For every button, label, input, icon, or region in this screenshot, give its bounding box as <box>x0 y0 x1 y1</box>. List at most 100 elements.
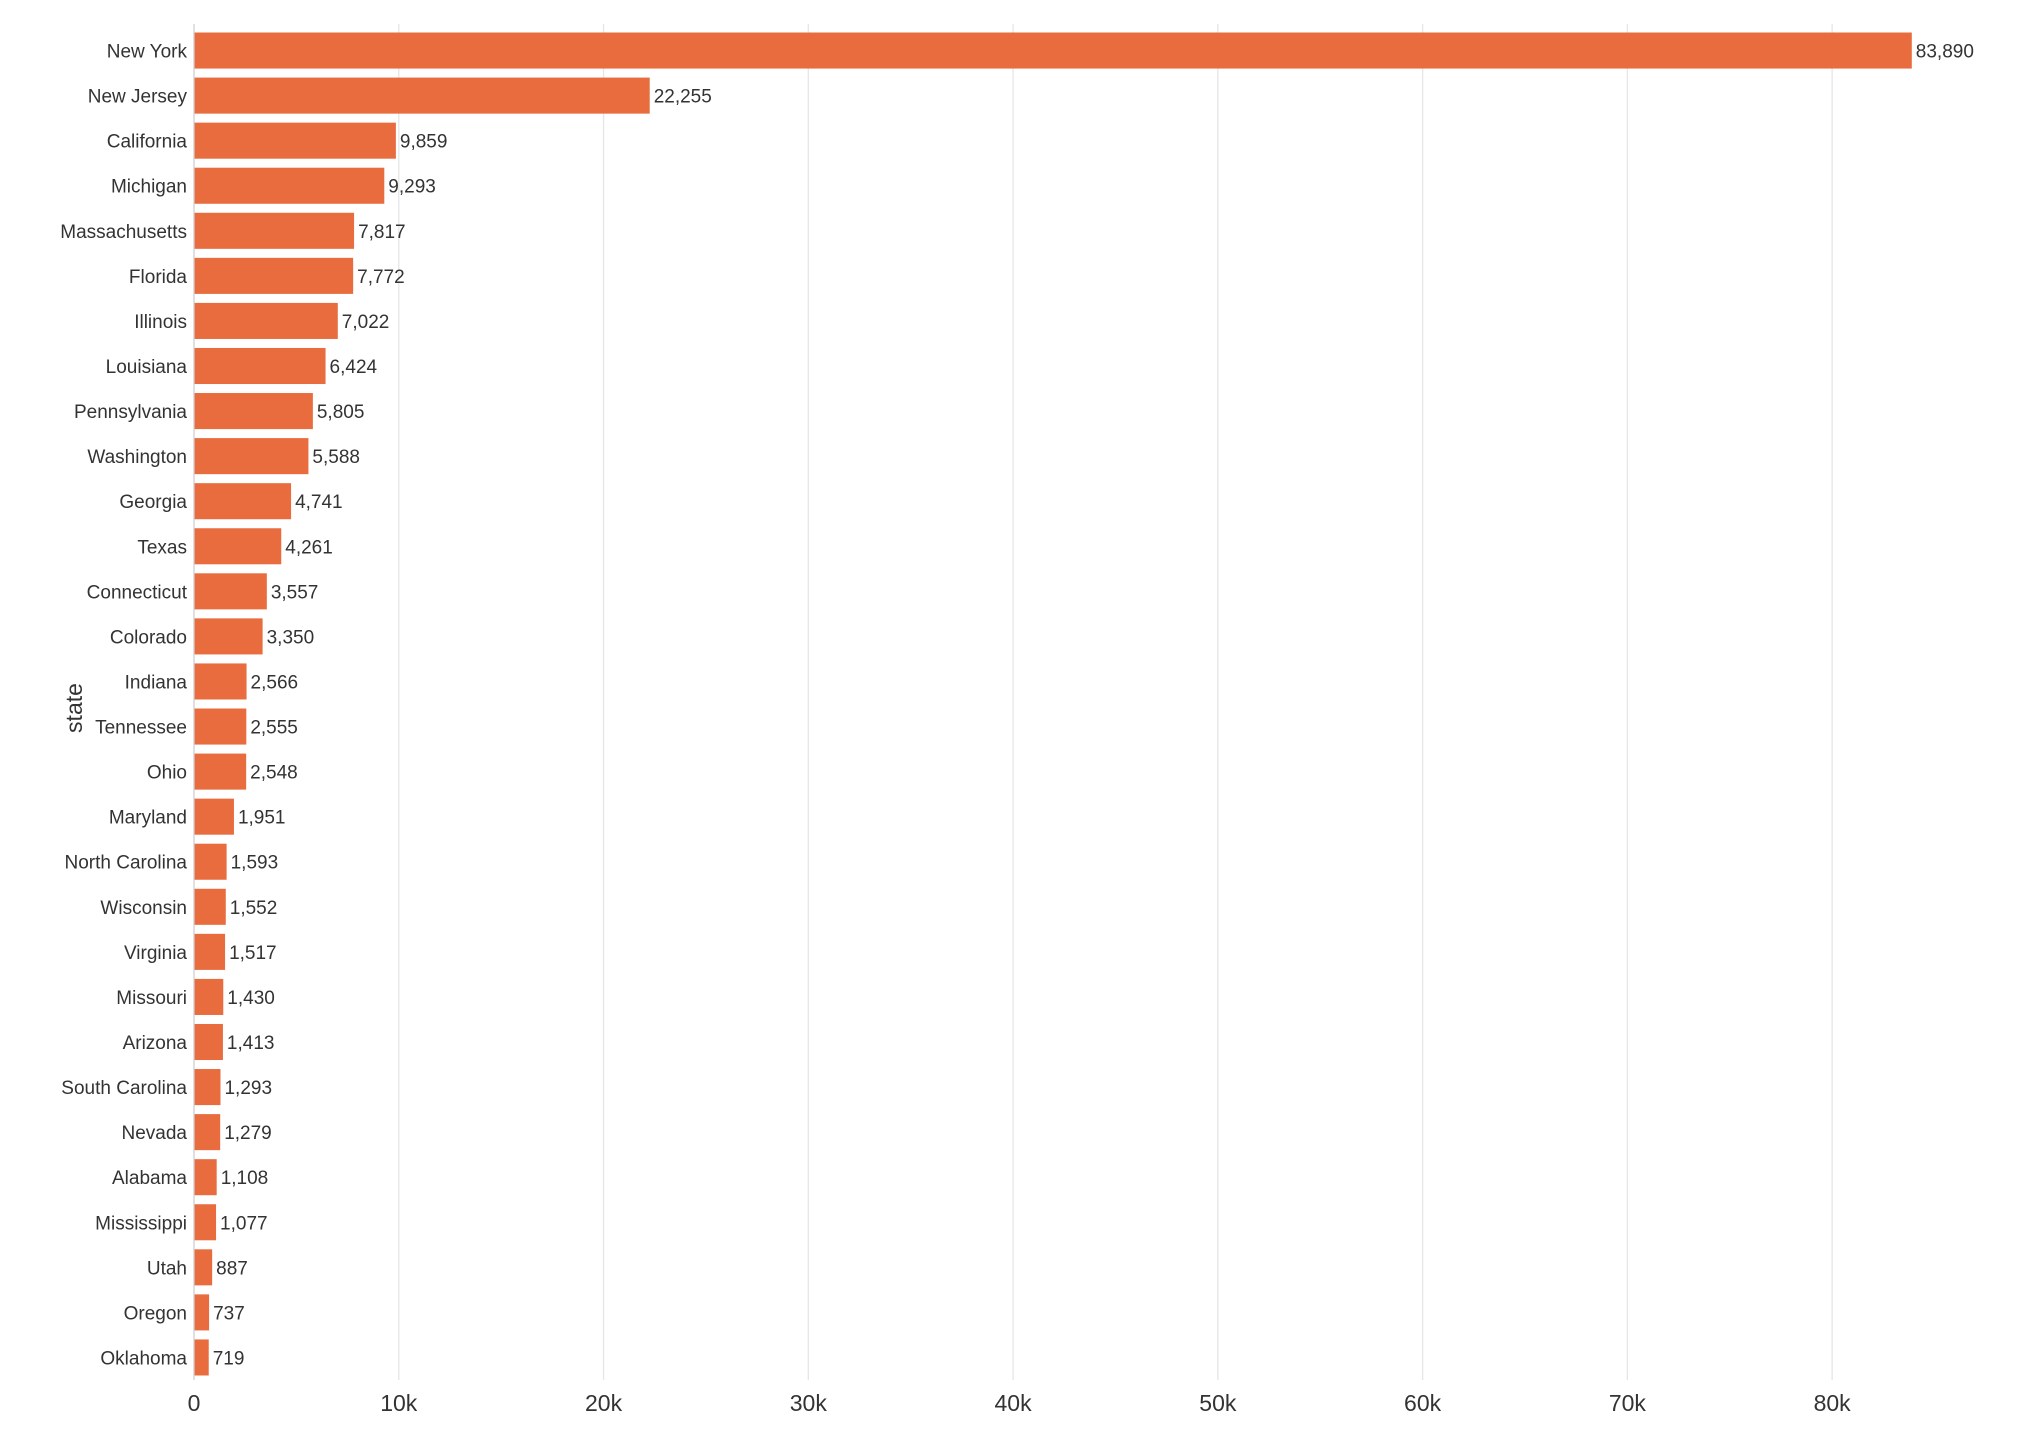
bar-new-york <box>194 32 1912 69</box>
value-label: 1,593 <box>231 853 279 874</box>
category-label: Nevada <box>122 1123 188 1144</box>
value-label: 1,552 <box>230 898 278 919</box>
category-label: Alabama <box>112 1168 187 1189</box>
bar-wisconsin <box>194 888 226 925</box>
value-label: 737 <box>213 1303 245 1324</box>
bar-maryland <box>194 798 234 835</box>
value-label: 4,261 <box>285 537 333 558</box>
value-label: 83,890 <box>1916 42 1974 63</box>
value-label: 1,951 <box>238 808 286 829</box>
bar-nevada <box>194 1114 221 1151</box>
value-label: 2,566 <box>251 672 299 693</box>
category-label: Louisiana <box>106 357 188 378</box>
x-tick-label: 70k <box>1609 1390 1647 1416</box>
value-label: 9,293 <box>388 177 436 198</box>
category-label: Connecticut <box>87 582 188 603</box>
value-label: 6,424 <box>330 357 378 378</box>
x-tick-label: 20k <box>585 1390 623 1416</box>
bar-virginia <box>194 933 226 970</box>
value-label: 22,255 <box>654 87 712 108</box>
category-label: Massachusetts <box>60 222 187 243</box>
category-label: Arizona <box>123 1033 188 1054</box>
value-label: 9,859 <box>400 132 448 153</box>
category-label: Pennsylvania <box>74 402 187 423</box>
bar-pennsylvania <box>194 393 313 430</box>
category-label: Mississippi <box>95 1213 187 1234</box>
bar-arizona <box>194 1023 223 1061</box>
bar-tennessee <box>194 708 247 745</box>
category-label: Virginia <box>124 943 187 964</box>
bar-connecticut <box>194 573 267 610</box>
bar-california <box>194 122 396 159</box>
value-label: 719 <box>213 1348 245 1369</box>
bar-mississippi <box>194 1204 217 1241</box>
bar-florida <box>194 257 354 294</box>
x-tick-label: 60k <box>1404 1390 1442 1416</box>
value-label: 1,108 <box>221 1168 269 1189</box>
category-label: Tennessee <box>95 718 187 739</box>
bar-washington <box>194 438 309 475</box>
value-label: 2,555 <box>250 718 298 739</box>
category-label: Michigan <box>111 177 187 198</box>
bar-oregon <box>194 1294 210 1331</box>
category-label: Oregon <box>124 1303 187 1324</box>
category-label: Georgia <box>119 492 187 513</box>
value-label: 1,430 <box>227 988 275 1009</box>
x-tick-label: 10k <box>380 1390 418 1416</box>
category-label: Oklahoma <box>100 1348 187 1369</box>
grid-lines <box>398 24 1833 1380</box>
bar-north-carolina <box>194 843 227 880</box>
category-label: Washington <box>87 447 187 468</box>
value-label: 4,741 <box>295 492 343 513</box>
bar-texas <box>194 528 282 565</box>
value-label: 3,557 <box>271 582 319 603</box>
y-axis-title: state <box>61 683 87 733</box>
category-label: Florida <box>129 267 188 288</box>
category-label: Texas <box>137 537 187 558</box>
bar-louisiana <box>194 347 326 385</box>
bars <box>194 32 1912 1376</box>
value-label: 7,772 <box>357 267 405 288</box>
bar-michigan <box>194 167 385 204</box>
category-label: California <box>107 132 188 153</box>
value-label: 7,817 <box>358 222 406 243</box>
bar-colorado <box>194 618 263 655</box>
x-tick-label: 50k <box>1199 1390 1237 1416</box>
value-label: 5,588 <box>312 447 360 468</box>
category-label: Missouri <box>116 988 187 1009</box>
category-label: New York <box>107 42 188 63</box>
value-label: 1,279 <box>224 1123 272 1144</box>
value-label: 2,548 <box>250 763 298 784</box>
bar-illinois <box>194 302 338 339</box>
category-label: South Carolina <box>61 1078 187 1099</box>
bar-indiana <box>194 663 247 700</box>
bar-south-carolina <box>194 1069 221 1106</box>
value-label: 1,293 <box>224 1078 272 1099</box>
value-label: 3,350 <box>267 627 315 648</box>
x-tick-label: 0 <box>188 1390 201 1416</box>
category-label: Utah <box>147 1258 187 1279</box>
x-axis-ticks: 0 10k 20k 30k 40k 50k 60k 70k 80k <box>188 1390 1852 1416</box>
bar-alabama <box>194 1159 217 1196</box>
value-labels: 83,890 22,255 9,859 9,293 7,817 7,772 7,022 6,4… <box>213 42 1974 1370</box>
category-label: Maryland <box>109 808 187 829</box>
category-labels: New York New Jersey California Michigan Mass… <box>60 42 187 1370</box>
category-label: Wisconsin <box>100 898 187 919</box>
bar-missouri <box>194 978 224 1015</box>
bar-ohio <box>194 753 247 790</box>
bar-georgia <box>194 483 292 520</box>
category-label: Ohio <box>147 763 187 784</box>
category-label: Illinois <box>134 312 187 333</box>
value-label: 5,805 <box>317 402 365 423</box>
category-label: North Carolina <box>65 853 188 874</box>
x-tick-label: 80k <box>1814 1390 1852 1416</box>
value-label: 1,413 <box>227 1033 275 1054</box>
bar-oklahoma <box>194 1339 209 1376</box>
value-label: 1,077 <box>220 1213 268 1234</box>
value-label: 1,517 <box>229 943 277 964</box>
category-label: New Jersey <box>88 87 188 108</box>
category-label: Indiana <box>125 672 188 693</box>
bar-massachusetts <box>194 212 355 249</box>
category-label: Colorado <box>110 627 187 648</box>
